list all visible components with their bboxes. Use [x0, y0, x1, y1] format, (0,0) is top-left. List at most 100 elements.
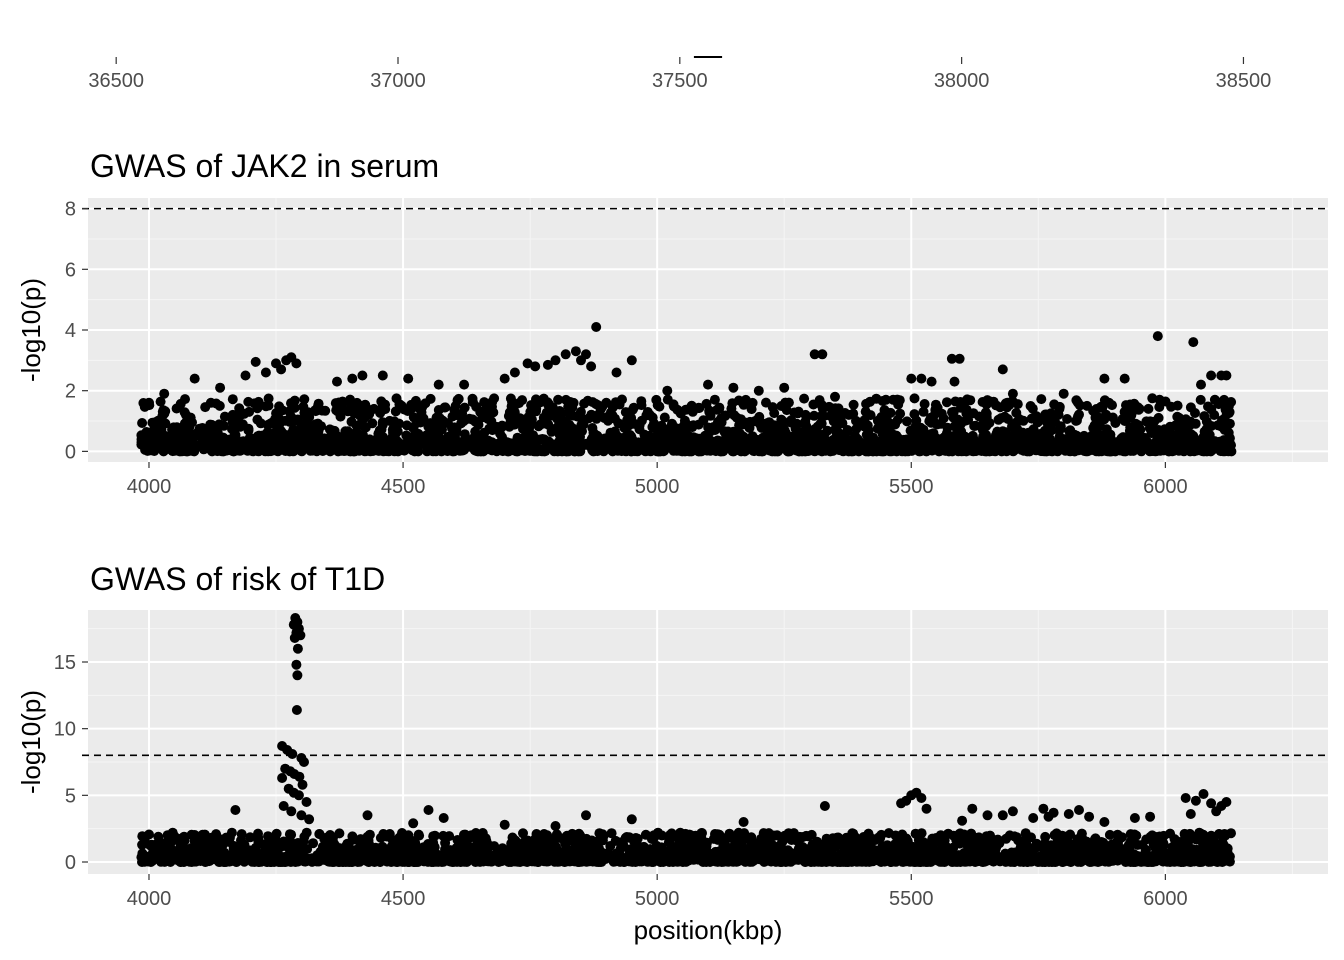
- data-point: [709, 394, 720, 405]
- data-point: [576, 355, 586, 366]
- data-point: [1182, 427, 1193, 438]
- data-point: [452, 410, 462, 421]
- data-point: [227, 416, 238, 427]
- data-point: [168, 422, 179, 433]
- data-point: [250, 356, 261, 367]
- data-point: [885, 420, 896, 431]
- data-point: [918, 406, 929, 417]
- data-point: [780, 397, 791, 408]
- data-point: [1224, 408, 1234, 419]
- data-point: [1178, 418, 1189, 429]
- data-point: [346, 405, 357, 416]
- data-point: [513, 446, 524, 456]
- data-point: [1172, 400, 1183, 411]
- x-tick-label: 4000: [127, 476, 172, 498]
- data-point: [1164, 425, 1175, 435]
- data-point: [768, 830, 778, 841]
- data-point: [300, 420, 311, 431]
- data-point: [1119, 373, 1130, 384]
- data-point: [159, 388, 170, 399]
- data-point: [526, 400, 537, 411]
- data-point: [790, 423, 801, 434]
- data-point: [1206, 370, 1217, 381]
- data-point: [880, 394, 891, 405]
- data-point: [263, 400, 274, 411]
- data-point: [1132, 402, 1143, 413]
- data-point: [656, 426, 667, 437]
- data-point: [459, 415, 470, 426]
- data-point: [420, 398, 431, 409]
- data-point: [1104, 829, 1115, 840]
- data-point: [779, 382, 790, 393]
- data-point: [1093, 422, 1104, 432]
- data-point: [1072, 411, 1083, 422]
- data-point: [147, 840, 158, 851]
- data-point: [1035, 429, 1046, 439]
- data-point: [842, 425, 853, 435]
- data-point: [303, 407, 314, 418]
- data-point: [347, 373, 358, 384]
- data-point: [189, 373, 200, 384]
- data-point: [719, 426, 730, 437]
- data-point: [1213, 399, 1224, 410]
- data-point: [1124, 406, 1135, 417]
- data-point: [1018, 415, 1029, 426]
- data-point: [1064, 426, 1075, 437]
- y-tick-label: 2: [65, 381, 76, 403]
- data-point: [1199, 411, 1210, 422]
- data-point: [289, 842, 300, 853]
- data-point: [636, 415, 647, 426]
- data-point: [376, 424, 387, 435]
- data-point: [542, 397, 553, 408]
- data-point: [418, 413, 429, 424]
- data-point: [1065, 829, 1076, 840]
- data-point: [708, 422, 719, 432]
- y-tick-label: 8: [65, 199, 76, 221]
- data-point: [607, 410, 618, 421]
- data-point: [809, 410, 820, 421]
- data-point: [954, 838, 965, 849]
- data-point: [1145, 831, 1156, 842]
- data-point: [564, 419, 575, 430]
- data-point: [984, 396, 995, 407]
- data-point: [542, 830, 553, 841]
- data-point: [452, 843, 463, 854]
- data-point: [788, 828, 799, 839]
- data-point: [578, 419, 589, 430]
- data-point: [1152, 331, 1163, 342]
- data-point: [902, 416, 912, 427]
- data-point: [1040, 409, 1051, 420]
- data-point: [252, 414, 263, 425]
- data-point: [1031, 411, 1042, 422]
- data-point: [390, 842, 401, 853]
- data-point: [239, 408, 250, 419]
- data-point: [522, 358, 533, 369]
- data-point: [236, 829, 247, 840]
- data-point: [551, 829, 562, 840]
- data-point: [848, 399, 859, 410]
- data-point: [1155, 832, 1166, 843]
- data-point: [672, 423, 683, 434]
- data-point: [509, 407, 520, 418]
- data-point: [853, 842, 864, 853]
- data-point: [335, 411, 346, 422]
- data-point: [336, 402, 347, 413]
- data-point: [830, 391, 840, 402]
- data-point: [947, 407, 957, 418]
- data-point: [253, 832, 264, 843]
- data-point: [263, 831, 273, 842]
- data-point: [260, 367, 271, 378]
- data-point: [407, 840, 418, 850]
- data-point: [211, 830, 222, 841]
- data-point: [403, 373, 414, 384]
- data-point: [732, 835, 742, 846]
- data-point: [966, 828, 977, 839]
- data-point: [974, 840, 985, 851]
- data-point: [1007, 388, 1018, 399]
- panel-title: GWAS of risk of T1D: [90, 561, 385, 597]
- data-point: [1055, 423, 1066, 434]
- data-point: [1099, 373, 1110, 384]
- data-point: [710, 829, 720, 839]
- data-point: [301, 827, 312, 838]
- data-point: [776, 837, 787, 848]
